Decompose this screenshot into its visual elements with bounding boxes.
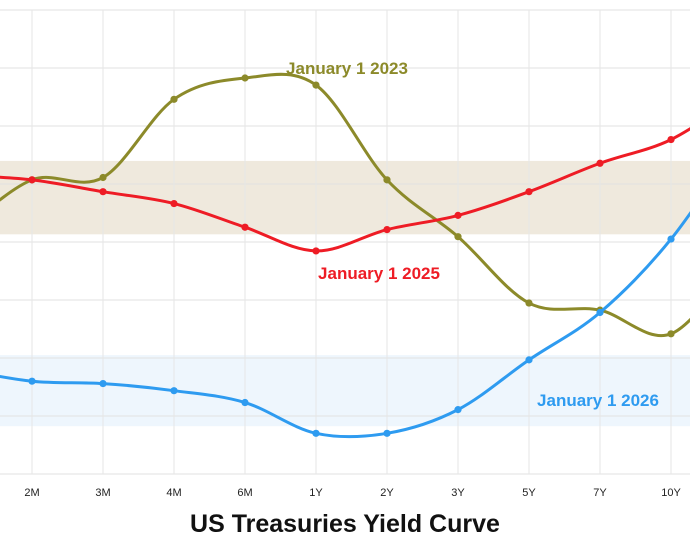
series-labels: January 1 2023 January 1 2025 January 1 20… bbox=[286, 59, 659, 410]
series-3-point-10Y bbox=[667, 235, 675, 243]
series-3-point-6M bbox=[241, 398, 249, 407]
series-2-point-7Y bbox=[596, 159, 604, 167]
series-3-point-1Y bbox=[312, 429, 320, 437]
series-2-point-6M bbox=[241, 223, 249, 231]
series-label-3: January 1 2026 bbox=[537, 391, 659, 410]
x-tick-label-3M: 3M bbox=[95, 487, 110, 499]
series-label-1: January 1 2023 bbox=[286, 59, 408, 78]
series-1-point-10Y bbox=[667, 330, 675, 338]
series-1-point-5Y bbox=[525, 299, 533, 307]
series-line-1 bbox=[0, 72, 690, 338]
series-1-point-6M bbox=[241, 74, 249, 82]
x-tick-label-7Y: 7Y bbox=[593, 487, 607, 499]
highlight-band-2 bbox=[0, 355, 690, 427]
series-1-point-1Y bbox=[312, 81, 320, 89]
series-2-point-3M bbox=[99, 188, 107, 196]
series-1-point-3M bbox=[99, 173, 107, 182]
x-tick-label-1Y: 1Y bbox=[309, 487, 323, 499]
x-axis-ticks: 2M 3M 4M 6M 1Y 2Y 3Y 5Y 7Y 10Y bbox=[24, 487, 681, 499]
series-2-point-10Y bbox=[667, 135, 675, 144]
series-3-point-5Y bbox=[525, 356, 533, 364]
series-2-point-3Y bbox=[454, 211, 462, 219]
series-3-point-2Y bbox=[383, 429, 391, 437]
x-tick-label-4M: 4M bbox=[166, 487, 181, 499]
series-label-2: January 1 2025 bbox=[318, 264, 440, 283]
series-3-point-3M bbox=[99, 379, 107, 388]
chart-title: US Treasuries Yield Curve bbox=[190, 510, 500, 538]
series-2-point-2M bbox=[28, 176, 36, 184]
x-tick-label-10Y: 10Y bbox=[661, 487, 681, 499]
series-line-2 bbox=[0, 127, 690, 253]
series-1-point-2Y bbox=[383, 176, 391, 184]
x-tick-label-5Y: 5Y bbox=[522, 487, 536, 499]
series-2-point-1Y bbox=[312, 247, 320, 255]
x-tick-label-2Y: 2Y bbox=[380, 487, 394, 499]
series-3-point-2M bbox=[28, 377, 36, 385]
x-tick-label-3Y: 3Y bbox=[451, 487, 465, 499]
series-1-point-4M bbox=[170, 95, 178, 103]
series-3-point-4M bbox=[170, 387, 178, 395]
series-2-point-4M bbox=[170, 199, 178, 208]
x-tick-label-2M: 2M bbox=[24, 487, 39, 499]
series-2-point-5Y bbox=[525, 188, 533, 196]
chart-series bbox=[0, 72, 690, 439]
x-tick-label-6M: 6M bbox=[237, 487, 252, 499]
series-2-point-2Y bbox=[383, 226, 391, 234]
series-3-point-7Y bbox=[596, 308, 604, 317]
series-1-point-3Y bbox=[454, 233, 462, 241]
series-3-point-3Y bbox=[454, 406, 462, 414]
yield-curve-chart: 2M 3M 4M 6M 1Y 2Y 3Y 5Y 7Y 10Y January 1 2023Janu… bbox=[0, 9, 690, 499]
